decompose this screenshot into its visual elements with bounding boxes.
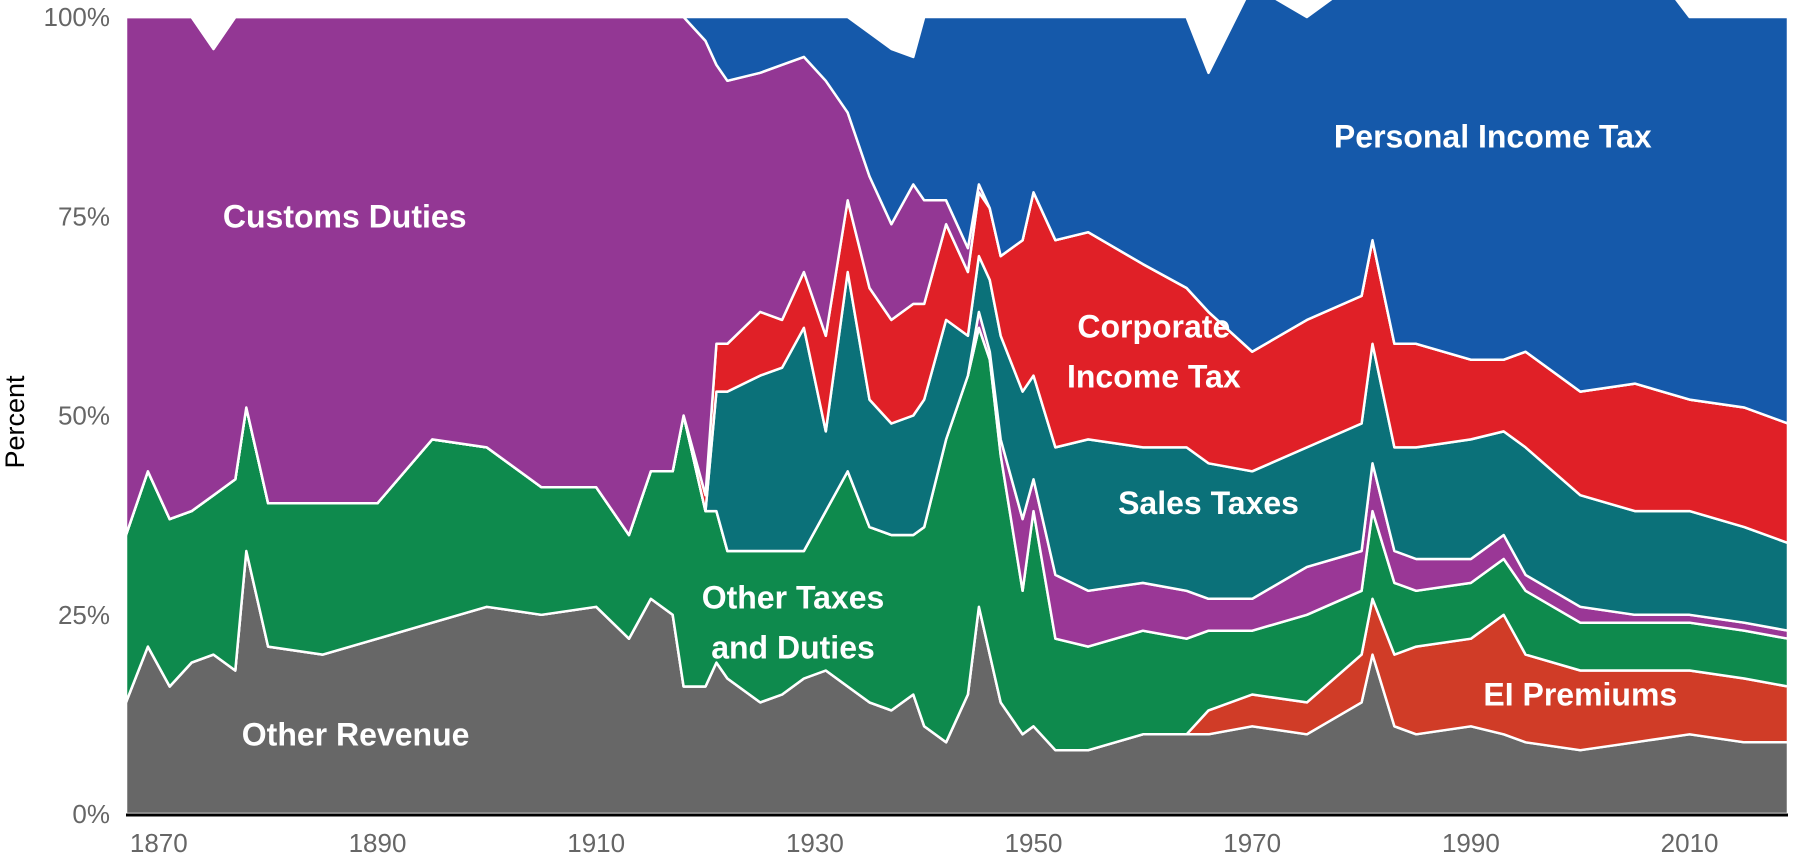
y-tick-label: 75% bbox=[58, 201, 110, 231]
x-tick-label: 2010 bbox=[1661, 828, 1719, 858]
x-tick-label: 1990 bbox=[1442, 828, 1500, 858]
label-sales-taxes: Sales Taxes bbox=[1118, 485, 1299, 521]
label-customs-duties: Customs Duties bbox=[223, 198, 467, 234]
label-line: Sales Taxes bbox=[1118, 485, 1299, 521]
label-line: Corporate bbox=[1077, 309, 1230, 345]
label-personal-income-tax: Personal Income Tax bbox=[1334, 119, 1652, 155]
area-labels: Customs Duties Personal Income Tax Corpora… bbox=[223, 119, 1677, 753]
x-tick-label: 1870 bbox=[130, 828, 188, 858]
label-other-revenue: Other Revenue bbox=[242, 716, 470, 752]
label-line: Income Tax bbox=[1067, 359, 1241, 395]
x-tick-label: 1950 bbox=[1005, 828, 1063, 858]
y-tick-label: 25% bbox=[58, 600, 110, 630]
x-tick-label: 1970 bbox=[1223, 828, 1281, 858]
y-axis-title: Percent bbox=[0, 375, 30, 469]
label-corporate-income-tax: Corporate Income Tax bbox=[1067, 309, 1241, 395]
y-tick-label: 100% bbox=[44, 2, 111, 32]
label-line: Personal Income Tax bbox=[1334, 119, 1652, 155]
label-other-taxes-and-duties: Other Taxes and Duties bbox=[702, 580, 885, 666]
x-tick-label: 1910 bbox=[567, 828, 625, 858]
chart-areas bbox=[124, 0, 1790, 816]
area-personal-income-tax bbox=[124, 0, 1790, 425]
y-tick-label: 0% bbox=[72, 799, 110, 829]
label-line: Other Taxes bbox=[702, 580, 885, 616]
label-line: Customs Duties bbox=[223, 198, 467, 234]
chart-axes: 0% 25% 50% 75% 100% 1870 1890 1910 1930 1950 1970 1… bbox=[44, 2, 1788, 858]
label-line: and Duties bbox=[711, 630, 875, 666]
label-ei-premiums: EI Premiums bbox=[1483, 677, 1677, 713]
label-line: EI Premiums bbox=[1483, 677, 1677, 713]
label-line: Other Revenue bbox=[242, 716, 470, 752]
y-tick-label: 50% bbox=[58, 401, 110, 431]
x-tick-label: 1890 bbox=[349, 828, 407, 858]
x-tick-label: 1930 bbox=[786, 828, 844, 858]
